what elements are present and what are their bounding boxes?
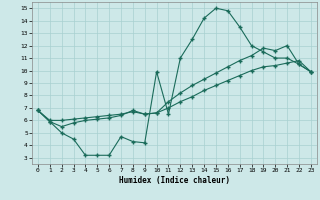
- X-axis label: Humidex (Indice chaleur): Humidex (Indice chaleur): [119, 176, 230, 185]
